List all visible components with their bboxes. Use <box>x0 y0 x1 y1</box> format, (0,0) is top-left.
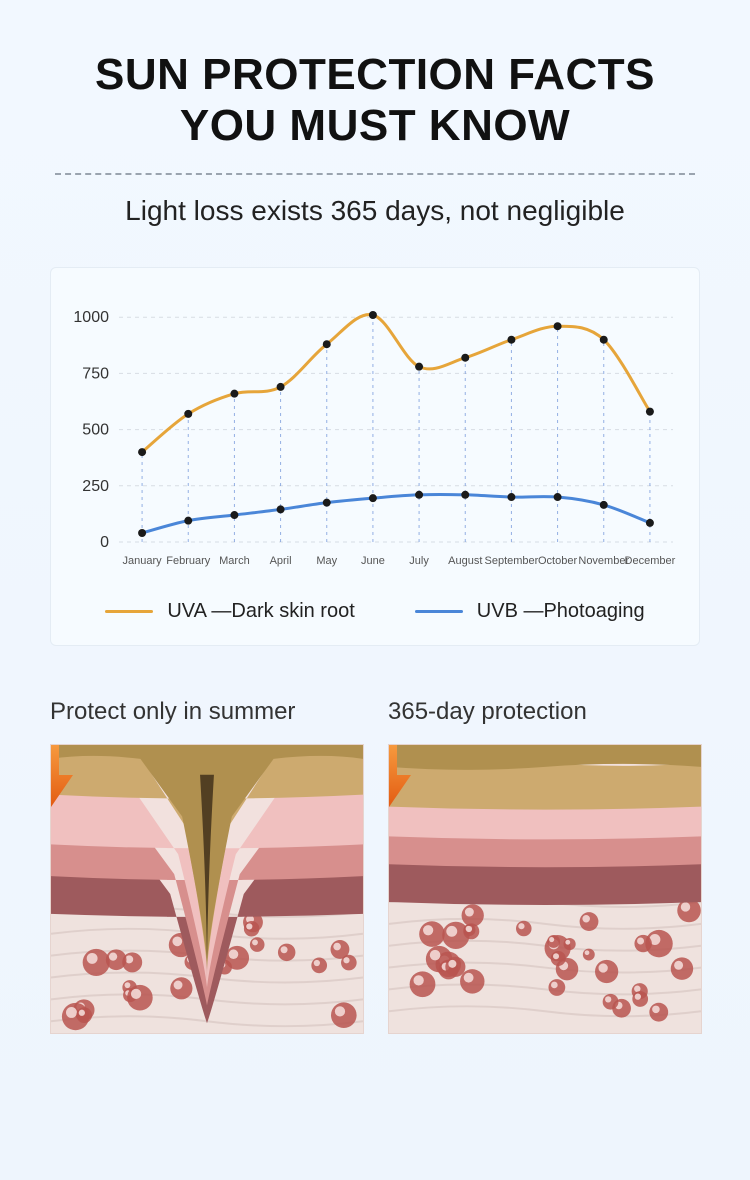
svg-text:March: March <box>219 555 250 567</box>
uv-chart: 0 250 500 750 1000 JanuaryFebruary March April M… <box>69 296 681 576</box>
chart-legend: UVA —Dark skin root UVB —Photoaging <box>69 600 681 623</box>
svg-text:April: April <box>270 555 292 567</box>
svg-text:June: June <box>361 555 385 567</box>
title-divider <box>55 173 695 175</box>
svg-text:September: September <box>485 555 539 567</box>
svg-text:July: July <box>409 555 429 567</box>
down-arrow-icon <box>388 745 411 807</box>
page-title: SUN PROTECTION FACTS YOU MUST KNOW <box>50 50 700 151</box>
svg-text:750: 750 <box>82 366 109 383</box>
panel-365-protection: 365-day protection <box>388 698 702 1034</box>
comparison-row: Protect only in summer 365-day protectio… <box>50 698 702 1034</box>
title-line-1: SUN PROTECTION FACTS <box>95 50 655 99</box>
legend-uvb: UVB —Photoaging <box>415 600 645 623</box>
svg-text:250: 250 <box>82 478 109 495</box>
svg-text:0: 0 <box>100 534 109 551</box>
legend-label-uvb: UVB —Photoaging <box>477 600 645 623</box>
legend-swatch-uvb <box>415 610 463 613</box>
uv-chart-card: 0 250 500 750 1000 JanuaryFebruary March April M… <box>50 267 700 646</box>
panel-summer-only: Protect only in summer <box>50 698 364 1034</box>
svg-text:December: December <box>625 555 676 567</box>
subtitle: Light loss exists 365 days, not negligib… <box>50 195 700 227</box>
panel-title-right: 365-day protection <box>388 698 702 726</box>
skin-diagram-healthy <box>388 744 702 1034</box>
svg-text:February: February <box>166 555 211 567</box>
svg-text:November: November <box>578 555 629 567</box>
svg-text:500: 500 <box>82 422 109 439</box>
svg-text:October: October <box>538 555 577 567</box>
svg-text:January: January <box>123 555 163 567</box>
legend-swatch-uva <box>105 610 153 613</box>
panel-title-left: Protect only in summer <box>50 698 364 726</box>
legend-label-uva: UVA —Dark skin root <box>167 600 354 623</box>
svg-text:August: August <box>448 555 482 567</box>
svg-text:May: May <box>316 555 337 567</box>
title-line-2: YOU MUST KNOW <box>180 101 570 150</box>
skin-diagram-damaged <box>50 744 364 1034</box>
down-arrow-icon <box>50 745 73 807</box>
svg-text:1000: 1000 <box>73 309 109 326</box>
legend-uva: UVA —Dark skin root <box>105 600 354 623</box>
